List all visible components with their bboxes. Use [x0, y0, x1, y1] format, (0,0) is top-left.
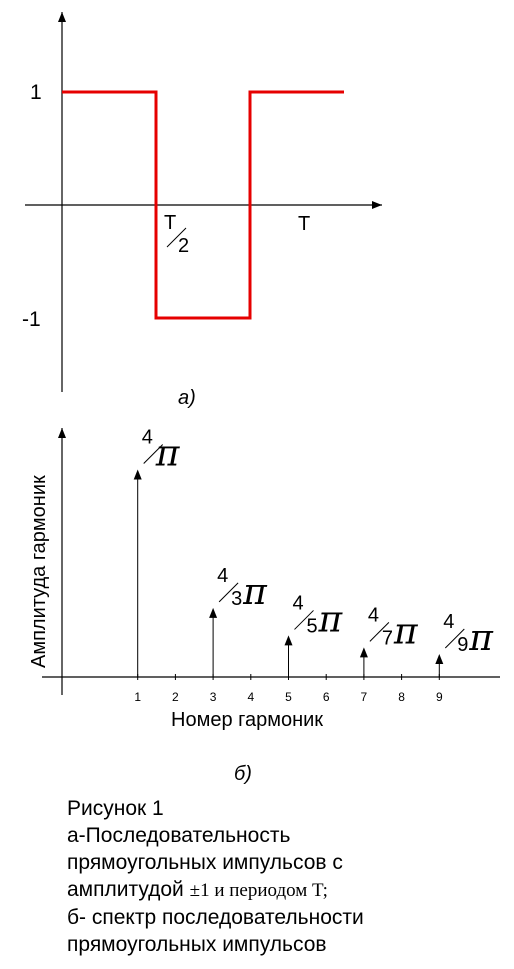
stem-label-numerator-5: 4: [293, 592, 304, 614]
caption-line-1: Рисунок 1: [67, 797, 164, 820]
stem-label-denominator-7: 7: [382, 627, 393, 649]
x-tick-label-8: 8: [398, 690, 405, 704]
stem-arrow-1: [133, 469, 142, 480]
figure-caption: Рисунок 1 а-Последовательность прямоугол…: [67, 795, 507, 958]
stem-label-slash-5: [294, 610, 314, 630]
stem-arrow-3: [209, 607, 218, 618]
stem-labels: 4 π43 π 45 π 47 π 49 π: [142, 427, 495, 660]
stem-label-pi-1: π: [155, 434, 181, 475]
caption-line-3: прямоугольных импульсов с: [67, 851, 343, 874]
x-tick-label-7: 7: [361, 690, 368, 704]
x-axis-title: Номер гармоник: [171, 709, 323, 731]
caption-line-5: б- спектр последовательности: [67, 906, 364, 929]
square-wave-line: [62, 90, 344, 320]
y-tick-minus-1: -1: [22, 308, 41, 331]
x-tick-label-2: 2: [172, 690, 179, 704]
stem-label-pi-9: π: [468, 618, 494, 659]
stem-label-slash-7: [369, 621, 390, 642]
caption-line-4: амплитудой ±1 и периодом T;: [67, 876, 507, 904]
stem-label-pi-5: π: [318, 599, 344, 640]
x-tick-label-5: 5: [285, 690, 292, 704]
caption-line-4-b: ±1 и периодом T;: [189, 880, 328, 901]
x-tick-period: T: [298, 213, 310, 235]
x-tick-half-period-slash: [166, 227, 187, 248]
x-tick-label-1: 1: [134, 690, 141, 704]
stem-label-slash-1: [143, 444, 164, 464]
stem-arrow-7: [359, 647, 368, 658]
stem-label-denominator-9: 9: [457, 634, 468, 656]
x-tick-label-9: 9: [436, 690, 443, 704]
caption-line-4-a: амплитудой: [67, 878, 190, 901]
stem-label-numerator-9: 4: [443, 611, 454, 633]
x-tick-half-period-num: T: [164, 212, 176, 234]
stem-label-denominator-5: 5: [307, 615, 318, 637]
caption-line-6: прямоугольных импульсов: [67, 933, 327, 956]
x-tick-label-4: 4: [247, 690, 254, 704]
stem-label-denominator-3: 3: [231, 588, 242, 610]
spectrum-stems: [133, 469, 444, 677]
x-tick-half-period-den: 2: [178, 235, 189, 257]
stem-arrow-5: [284, 635, 293, 646]
square-wave-path: [62, 90, 344, 320]
caption-line-2: а-Последовательность: [67, 824, 291, 847]
stem-label-pi-3: π: [242, 572, 268, 613]
x-ticks-b: 1 2 3 4 5 6 7 8 9: [134, 674, 443, 704]
y-tick-1: 1: [30, 81, 42, 104]
square-wave-chart: 1 -1 T 2 T а): [22, 12, 382, 409]
stem-label-slash-9: [444, 628, 465, 649]
stem-label-numerator-3: 4: [217, 565, 228, 587]
chart-a-label: а): [178, 387, 196, 409]
chart-b-label: б): [234, 763, 252, 785]
stem-label-numerator-1: 4: [142, 427, 153, 449]
stem-label-numerator-7: 4: [368, 604, 379, 626]
x-tick-label-6: 6: [323, 690, 330, 704]
stem-label-slash-3: [218, 582, 239, 603]
stem-arrow-9: [435, 654, 444, 665]
y-axis-title: Амплитуда гармоник: [28, 475, 50, 668]
stem-label-pi-7: π: [393, 611, 419, 652]
x-tick-label-3: 3: [210, 690, 217, 704]
